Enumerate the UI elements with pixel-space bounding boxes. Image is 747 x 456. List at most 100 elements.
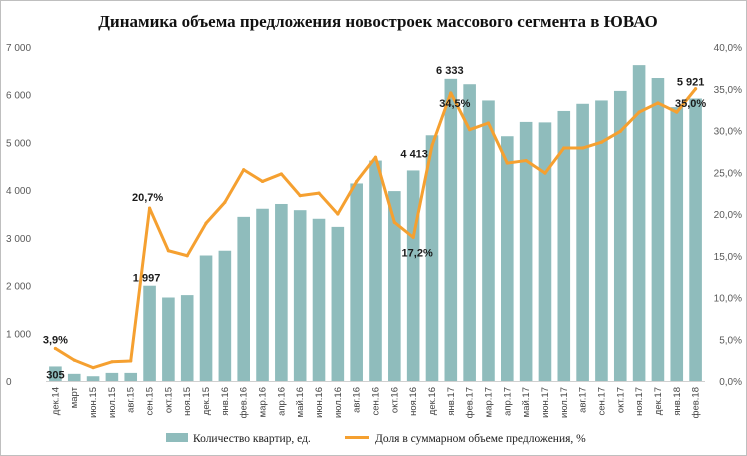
bar xyxy=(613,90,627,382)
legend: Количество квартир, ед. Доля в суммарном… xyxy=(166,433,586,445)
legend-label-line: Доля в суммарном объеме предложения, % xyxy=(375,433,586,445)
x-tick-label: янв.16 xyxy=(220,387,231,416)
bar-data-label: 1 997 xyxy=(133,273,161,285)
bar xyxy=(501,136,514,381)
line-point xyxy=(656,101,660,105)
bar xyxy=(670,107,684,382)
bar-series xyxy=(49,65,702,382)
bar xyxy=(369,160,382,381)
line-point xyxy=(204,221,208,225)
bar-data-label: 4 413 xyxy=(400,148,428,160)
left-axis-tick-label: 3 000 xyxy=(6,234,31,245)
line-point xyxy=(637,110,641,114)
right-axis-tick-label: 35,0% xyxy=(714,85,742,96)
line-point xyxy=(336,212,340,216)
x-tick-label: март xyxy=(69,386,80,408)
x-tick-label: апр.16 xyxy=(276,387,287,416)
x-tick-label: май.17 xyxy=(521,387,532,417)
chart-title: Динамика объема предложения новостроек м… xyxy=(98,12,658,31)
line-point xyxy=(129,359,133,363)
line-data-label: 20,7% xyxy=(132,192,163,204)
line-point xyxy=(618,129,622,133)
x-tick-label: фев.16 xyxy=(239,387,250,418)
bar xyxy=(124,372,138,381)
bar xyxy=(237,216,250,381)
left-axis-tick-label: 2 000 xyxy=(6,282,31,293)
line-point xyxy=(373,155,378,159)
bar-data-label: 305 xyxy=(46,369,64,381)
bar xyxy=(67,373,81,381)
x-tick-label: июл.16 xyxy=(333,387,344,418)
line-point xyxy=(147,206,152,210)
x-tick-label: фев.17 xyxy=(465,387,476,418)
line-point xyxy=(599,140,604,144)
bar xyxy=(49,366,62,381)
line-point xyxy=(486,121,491,125)
left-axis-tick-label: 5 000 xyxy=(6,138,31,149)
x-tick-label: июн.15 xyxy=(88,387,99,418)
x-tick-label: сен.17 xyxy=(596,387,607,416)
left-axis-tick-label: 6 000 xyxy=(6,91,31,102)
bar xyxy=(86,376,100,381)
bar xyxy=(651,78,665,381)
x-tick-label: янв.17 xyxy=(446,387,457,416)
x-tick-label: ноя.15 xyxy=(182,387,193,416)
line-point xyxy=(279,172,283,176)
x-tick-label: мар.16 xyxy=(258,387,269,417)
line-data-label: 3,9% xyxy=(43,334,68,346)
bar xyxy=(162,297,175,381)
line-point xyxy=(449,91,453,95)
right-axis-tick-label: 10,0% xyxy=(714,294,742,305)
x-tick-label: авг.15 xyxy=(126,387,137,413)
line-point xyxy=(317,191,321,195)
line-point xyxy=(468,128,472,132)
bar xyxy=(425,135,439,381)
bar xyxy=(595,100,608,381)
line-point xyxy=(91,366,95,370)
bar xyxy=(689,98,702,381)
x-tick-label: янв.18 xyxy=(672,387,683,416)
line-point xyxy=(53,346,58,351)
bar xyxy=(538,122,552,381)
x-tick-label: май.16 xyxy=(295,387,306,417)
x-tick-label: окт.16 xyxy=(389,387,400,413)
left-axis-tick-label: 0 xyxy=(6,377,12,388)
bar xyxy=(199,255,213,381)
data-labels: 305 1 997 4 413 6 333 5 921 3,9% 20,7% 17,2% 34,… xyxy=(43,65,707,382)
left-axis: 0 1 000 2 000 3 000 4 000 5 000 6 000 7 000 xyxy=(6,43,31,388)
bar xyxy=(482,100,495,381)
x-tick-label: сен.16 xyxy=(371,387,382,416)
x-tick-label: дек.16 xyxy=(427,387,438,415)
line-point xyxy=(110,360,114,364)
bar xyxy=(576,103,589,381)
line-point xyxy=(355,179,359,184)
line-data-label: 17,2% xyxy=(402,247,433,259)
left-axis-tick-label: 7 000 xyxy=(6,43,31,54)
bar xyxy=(557,110,571,381)
line-point xyxy=(524,158,528,163)
bar xyxy=(256,208,269,381)
right-axis-tick-label: 30,0% xyxy=(714,127,742,138)
right-axis-tick-label: 5,0% xyxy=(719,335,742,346)
right-axis-tick-label: 25,0% xyxy=(714,168,742,179)
bar-data-label: 5 921 xyxy=(677,76,705,88)
line-point xyxy=(693,87,698,91)
right-axis: 0,0% 5,0% 10,0% 15,0% 20,0% 25,0% 30,0% 35,0% 40… xyxy=(714,43,742,388)
bar xyxy=(519,121,533,381)
bar xyxy=(218,250,232,381)
x-tick-label: авг.16 xyxy=(352,387,363,413)
x-tick-label: дек.17 xyxy=(653,387,664,415)
line-point xyxy=(562,146,566,150)
line-data-label: 35,0% xyxy=(675,98,706,110)
line-point xyxy=(298,194,302,198)
line-point xyxy=(430,143,434,148)
x-tick-label: окт.15 xyxy=(163,387,174,413)
bar xyxy=(143,285,156,381)
bar xyxy=(463,84,476,381)
line-point xyxy=(392,220,396,224)
line-point xyxy=(505,161,509,165)
x-tick-label: авг.17 xyxy=(578,387,589,413)
bar xyxy=(388,191,401,381)
x-tick-label: ноя.17 xyxy=(634,387,645,416)
